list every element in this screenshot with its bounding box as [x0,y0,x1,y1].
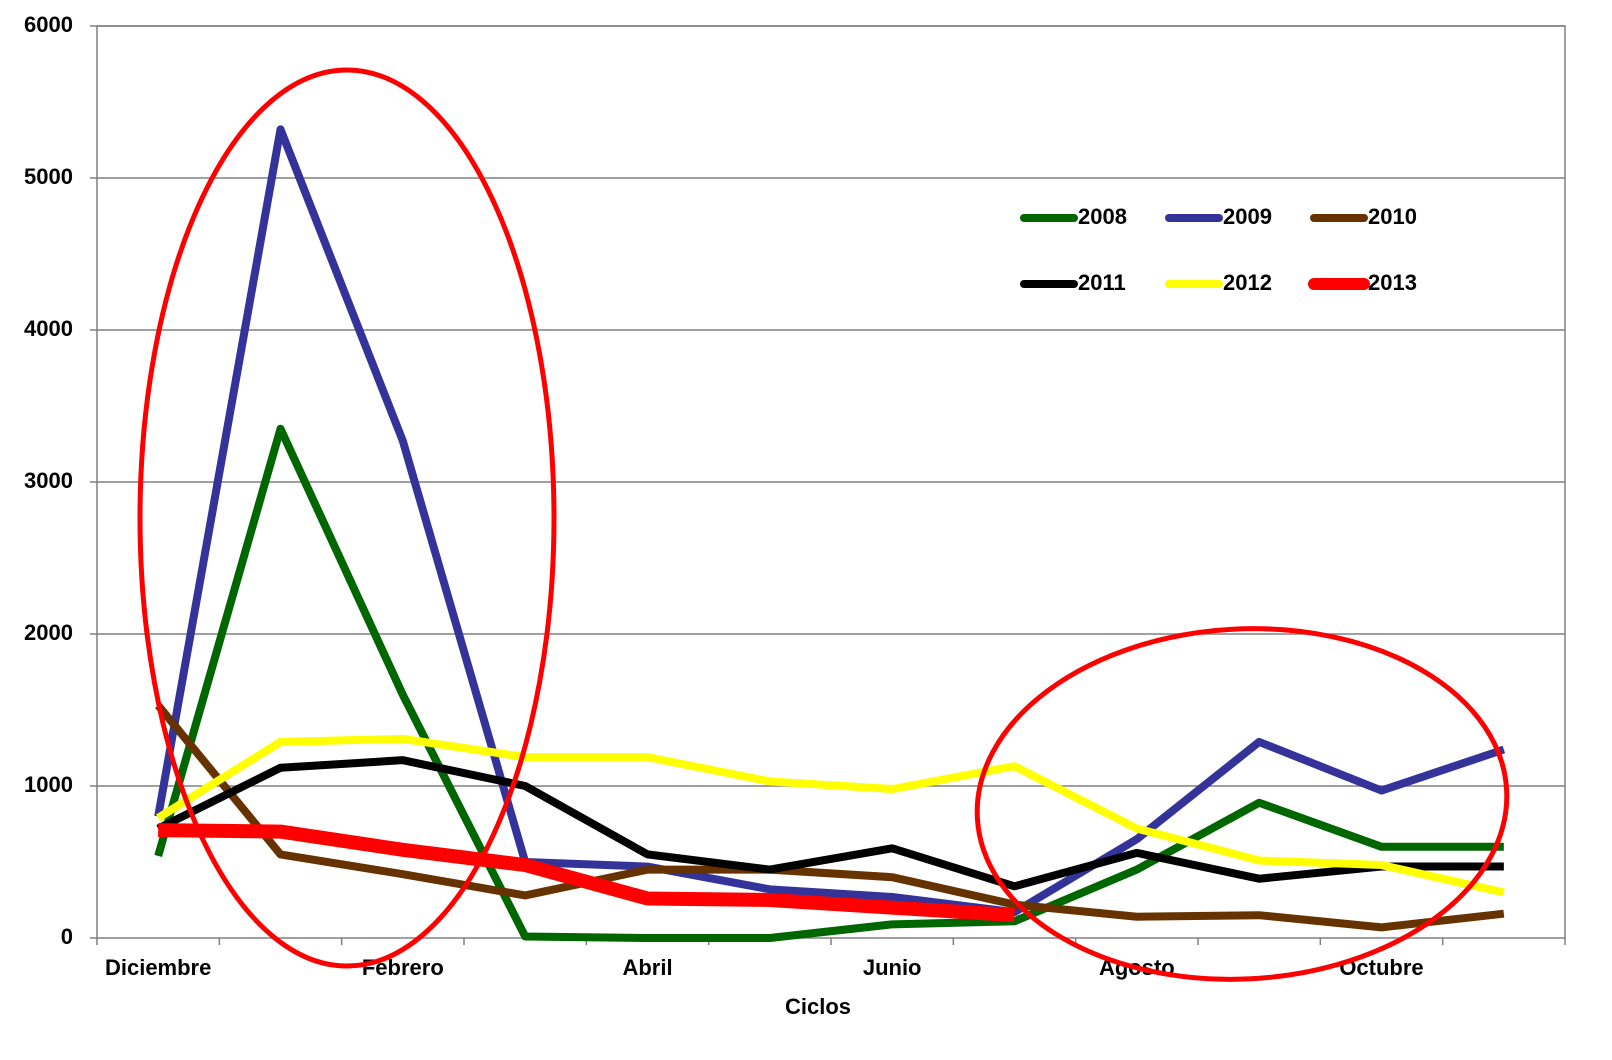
series-line [155,702,1505,932]
y-tick-label: 1000 [24,772,73,797]
highlight-ellipse [137,67,557,969]
y-tick-label: 4000 [24,316,73,341]
x-tick-label: Febrero [362,955,444,980]
series-line [154,125,1506,917]
legend-label: 2010 [1368,204,1417,229]
series-line [154,424,1504,942]
legend-label: 2013 [1368,270,1417,295]
x-tick-label: Diciembre [105,955,211,980]
x-tick-label: Junio [863,955,922,980]
series-line [158,823,1015,923]
y-tick-label: 2000 [24,620,73,645]
series-line [156,734,1505,897]
y-tick-label: 6000 [24,12,73,37]
legend-label: 2012 [1223,270,1272,295]
x-axis-title: Ciclos [785,994,851,1019]
y-tick-label: 0 [61,924,73,949]
annotations [137,67,1510,982]
x-tick-label: Abril [622,955,672,980]
y-tick-label: 3000 [24,468,73,493]
series-line [156,756,1504,891]
legend-label: 2009 [1223,204,1272,229]
highlight-ellipse [974,626,1510,982]
legend-label: 2011 [1078,270,1126,295]
legend-label: 2008 [1078,204,1127,229]
y-tick-label: 5000 [24,164,73,189]
